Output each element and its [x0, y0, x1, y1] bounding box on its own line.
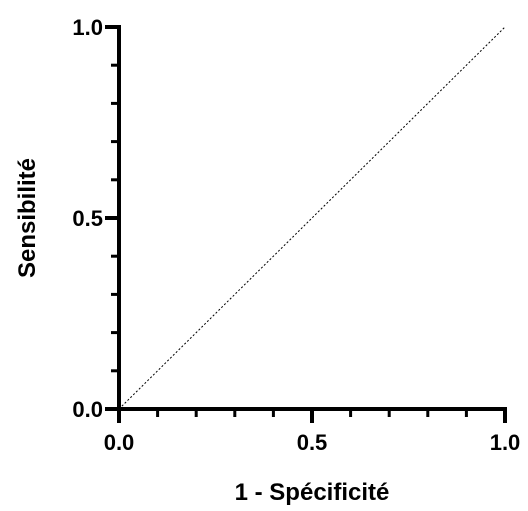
x-axis-title: 1 - Spécificité [235, 479, 390, 506]
y-tick-label: 0.5 [72, 206, 103, 231]
diagonal-reference-line [118, 26, 506, 410]
x-tick-label: 0.5 [297, 430, 328, 455]
y-tick-label: 0.0 [72, 397, 103, 422]
x-tick-label: 1.0 [490, 430, 521, 455]
x-tick-label: 0.0 [104, 430, 135, 455]
series-layer [118, 26, 506, 410]
x-ticks: 0.0 0.5 1.0 [104, 409, 521, 455]
y-axis-title: Sensibilité [14, 158, 41, 278]
y-ticks: 0.0 0.5 1.0 [72, 15, 119, 422]
labels-layer: 1 - Spécificité Sensibilité [14, 158, 389, 506]
axes-layer: 0.0 0.5 1.0 0.0 0.5 1.0 [72, 15, 520, 455]
y-tick-label: 1.0 [72, 15, 103, 40]
